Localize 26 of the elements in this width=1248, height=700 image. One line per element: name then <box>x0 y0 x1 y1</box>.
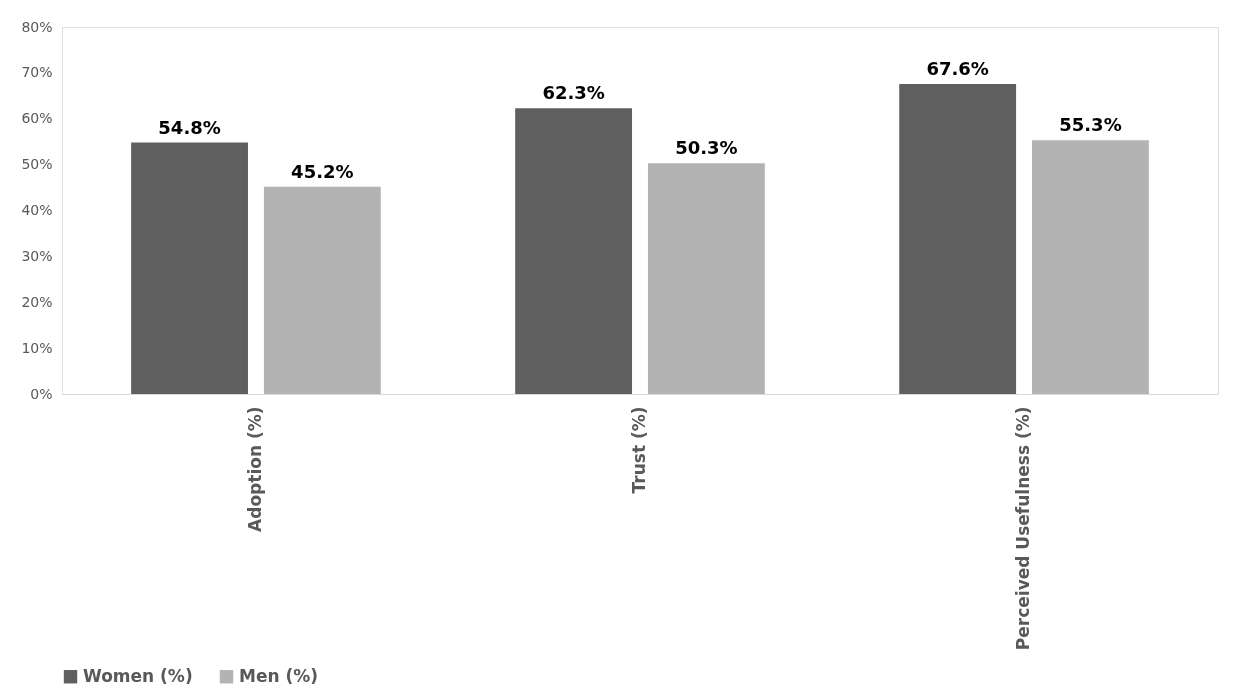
x-tick-label: Trust (%) <box>629 406 649 494</box>
bar <box>647 163 765 394</box>
bar <box>515 108 633 394</box>
y-tick-label: 30% <box>21 247 53 264</box>
data-label: 67.6% <box>926 57 989 79</box>
y-tick-label: 20% <box>21 293 53 310</box>
bar <box>131 142 248 394</box>
data-label: 45.2% <box>291 160 354 182</box>
legend-label: Men (%) <box>239 665 319 686</box>
legend-label: Women (%) <box>83 665 193 686</box>
data-label: 62.3% <box>542 82 605 104</box>
y-tick-label: 10% <box>21 339 53 356</box>
y-tick-label: 0% <box>30 385 53 402</box>
data-label: 54.8% <box>158 116 221 138</box>
y-tick-label: 60% <box>21 110 53 127</box>
y-tick-label: 50% <box>21 156 53 173</box>
y-tick-label: 80% <box>21 18 53 35</box>
bar <box>899 83 1017 394</box>
x-tick-label: Perceived Usefulness (%) <box>1013 406 1034 651</box>
data-label: 55.3% <box>1059 114 1122 136</box>
bar <box>263 186 381 394</box>
y-tick-label: 40% <box>21 202 53 218</box>
data-label: 50.3% <box>675 137 738 159</box>
y-tick-label: 70% <box>21 64 53 81</box>
bar <box>1032 140 1149 394</box>
x-tick-label: Adoption (%) <box>244 406 265 532</box>
